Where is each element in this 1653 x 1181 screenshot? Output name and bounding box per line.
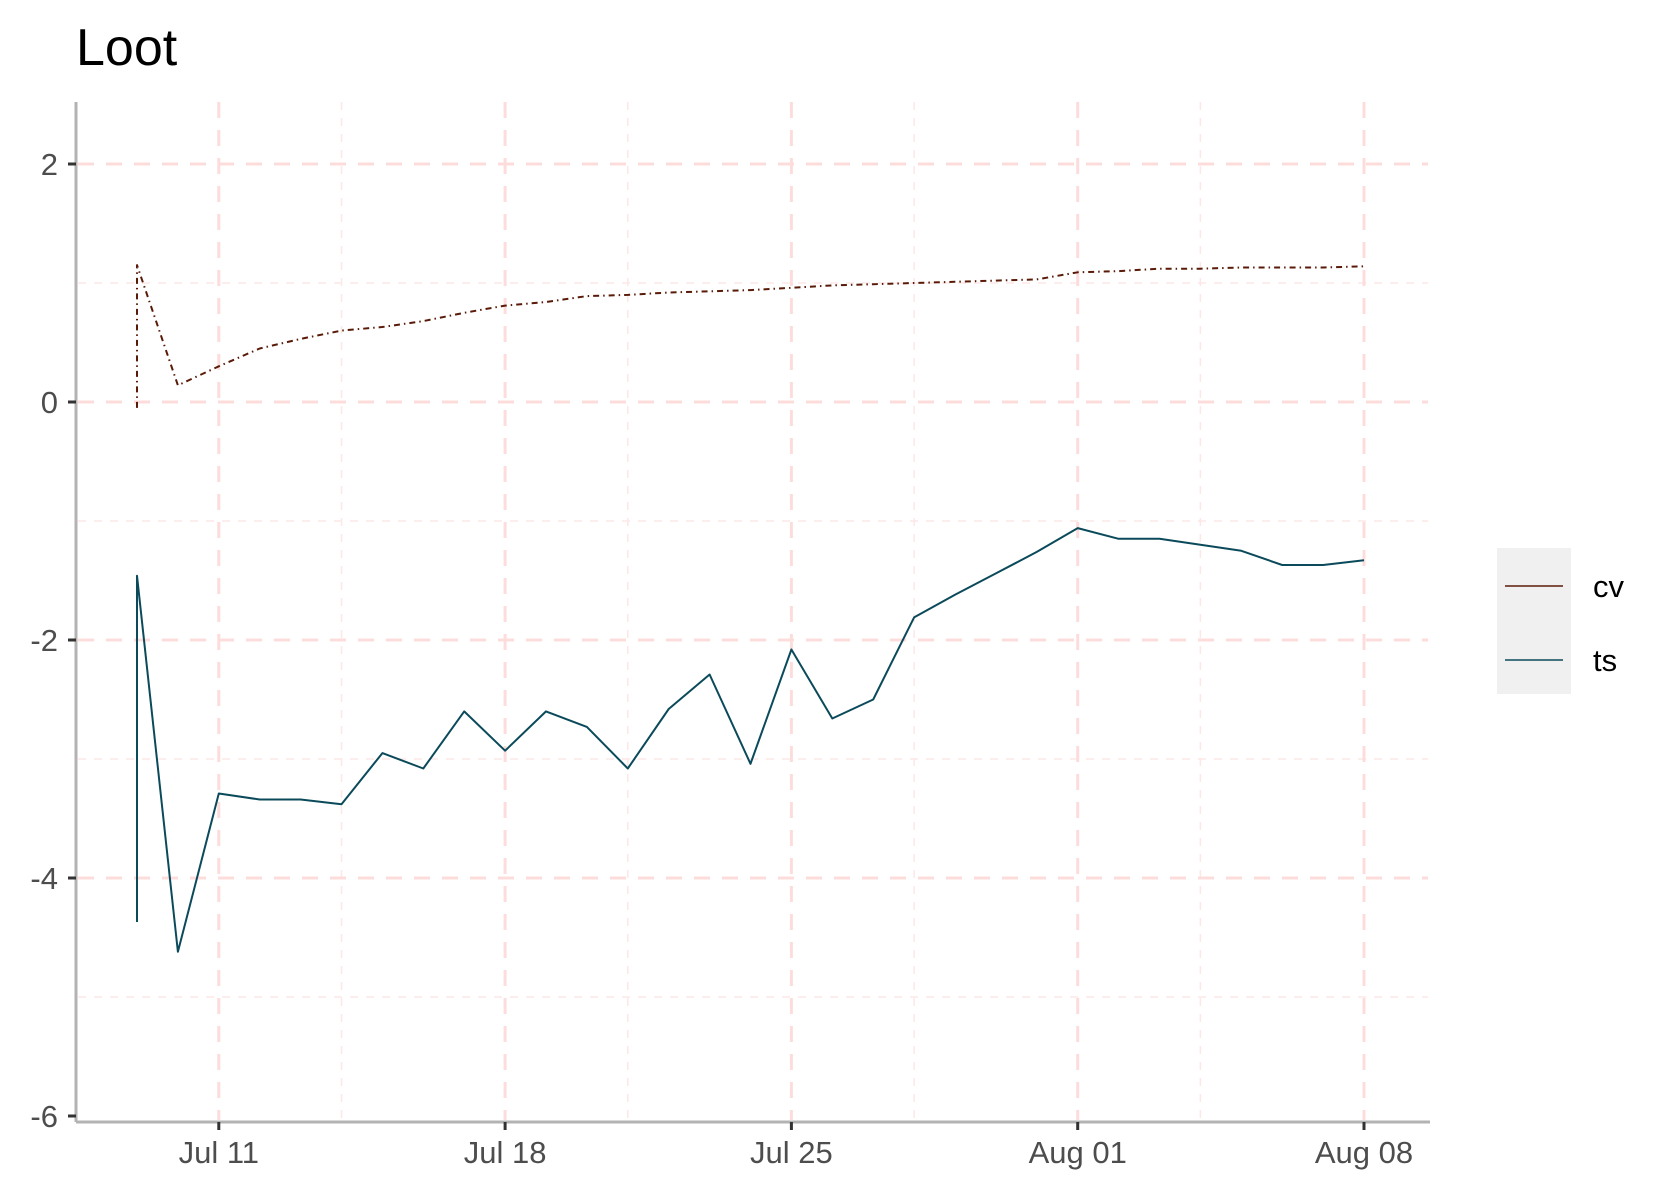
y-tick-label: -4 [30,861,58,896]
x-tick-label: Jul 25 [750,1135,833,1170]
x-tick-label: Aug 08 [1315,1135,1413,1170]
legend-label-ts: ts [1593,643,1617,678]
x-tick-label: Jul 11 [179,1135,259,1170]
x-tick-label: Jul 18 [464,1135,547,1170]
x-axis-ticks: Jul 11 Jul 18 Jul 25 Aug 01 Aug 08 [179,1122,1413,1170]
legend-label-cv: cv [1593,569,1625,604]
chart-title: Loot [76,19,178,77]
y-tick-label: -2 [30,623,58,658]
y-tick-label: 0 [41,385,58,420]
y-tick-label: 2 [41,147,58,182]
x-tick-label: Aug 01 [1029,1135,1127,1170]
series-line-cv [136,264,1365,408]
legend: cv ts [1497,548,1625,694]
y-axis-ticks: 2 0 -2 -4 -6 [30,147,76,1134]
grid-major [78,102,1428,1120]
grid-minor [78,102,1428,1120]
legend-background [1497,548,1571,694]
series-layer [136,264,1365,953]
y-tick-label: -6 [30,1099,58,1134]
axes [74,102,1430,1124]
series-line-ts [136,527,1365,953]
